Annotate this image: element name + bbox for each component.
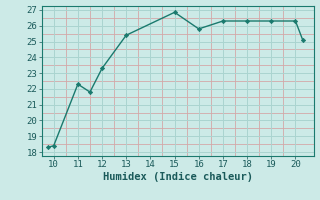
X-axis label: Humidex (Indice chaleur): Humidex (Indice chaleur) bbox=[103, 172, 252, 182]
